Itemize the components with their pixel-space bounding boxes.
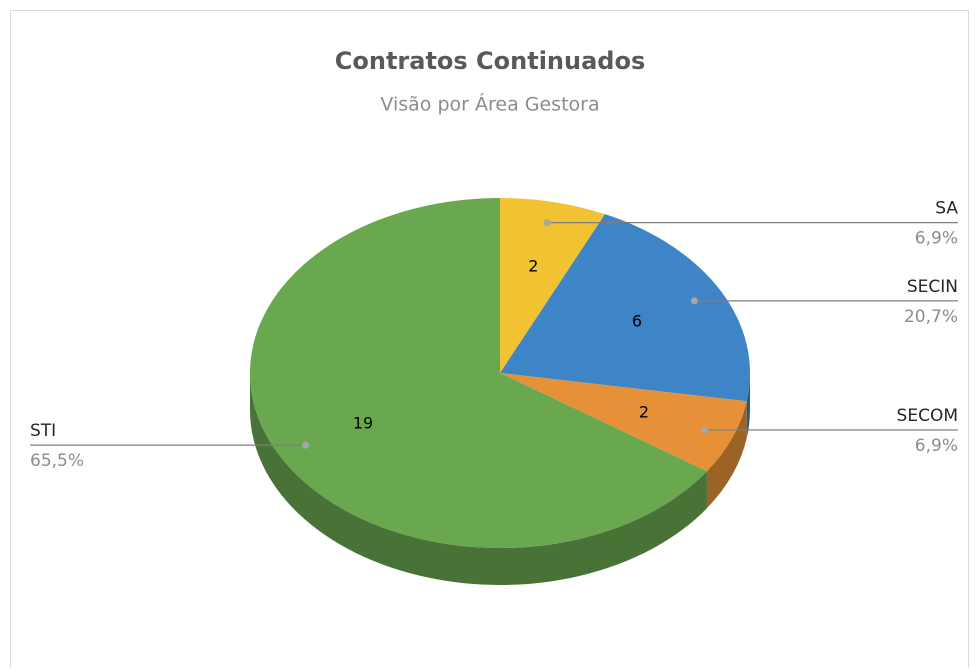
category-label: STI bbox=[30, 421, 56, 441]
pie-side bbox=[706, 401, 747, 509]
chart-subtitle: Visão por Área Gestora bbox=[380, 93, 599, 116]
leader-dot bbox=[302, 441, 310, 449]
leader-dot bbox=[700, 426, 708, 434]
percentage-label: 65,5% bbox=[30, 451, 84, 471]
data-label: 2 bbox=[639, 403, 649, 422]
percentage-label: 6,9% bbox=[915, 229, 958, 249]
pie-slice bbox=[500, 198, 605, 373]
chart-title: Contratos Continuados bbox=[335, 47, 646, 75]
leader-dot bbox=[543, 219, 551, 227]
data-label: 6 bbox=[632, 312, 642, 331]
pie-side bbox=[250, 373, 707, 586]
data-label: 19 bbox=[353, 413, 373, 432]
pie-slice bbox=[500, 373, 747, 472]
pie-slice bbox=[500, 214, 750, 402]
category-label: SECOM bbox=[897, 406, 958, 426]
category-label: SECIN bbox=[907, 277, 958, 297]
category-label: SA bbox=[935, 199, 958, 219]
percentage-label: 20,7% bbox=[904, 307, 958, 327]
pie-slice bbox=[250, 198, 707, 549]
data-label: 2 bbox=[528, 257, 538, 276]
pie-side bbox=[746, 373, 750, 439]
leader-dot bbox=[690, 297, 698, 305]
percentage-label: 6,9% bbox=[915, 436, 958, 456]
